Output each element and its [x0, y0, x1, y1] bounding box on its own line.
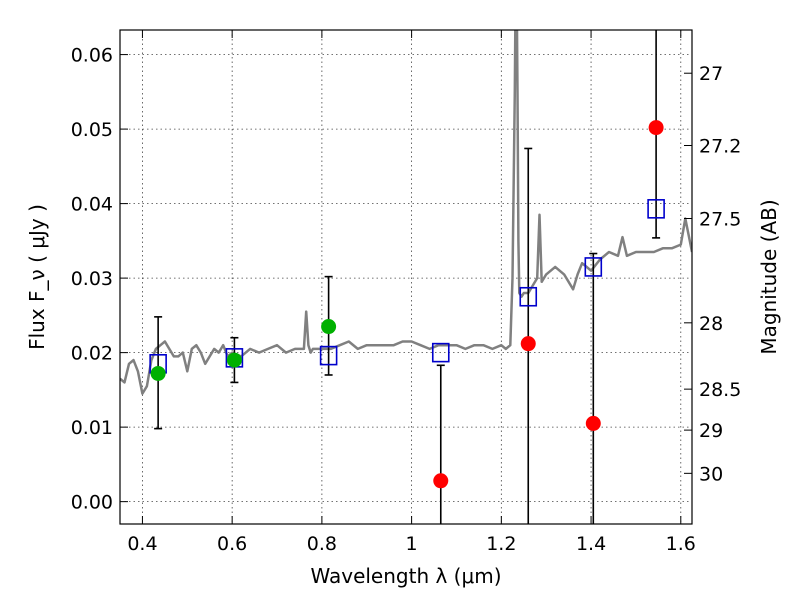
right-tick-label: 30	[699, 463, 723, 485]
x-tick-label: 1.4	[576, 533, 606, 555]
observed-point	[648, 120, 664, 136]
axis-ticks: 0.4 0.6 0.8 1 1.2 1.4 1.6 0.00 0.01 0.02 0.03 0.04 0…	[71, 30, 741, 555]
x-tick-label: 0.8	[307, 533, 337, 555]
plot-frame	[119, 29, 693, 525]
observed-point	[150, 365, 166, 381]
model-point	[519, 286, 538, 307]
spectrum-line	[120, 30, 692, 395]
grid	[120, 30, 692, 524]
right-tick-label: 27.2	[699, 135, 741, 157]
x-axis-title: Wavelength λ (μm)	[310, 564, 501, 588]
plot-data	[120, 30, 692, 524]
observed-point	[226, 352, 242, 368]
x-tick-label: 0.6	[217, 533, 247, 555]
model-point	[584, 257, 603, 277]
y-tick-label: 0.01	[71, 417, 113, 439]
right-tick-label: 27.5	[699, 209, 741, 231]
observed-point	[433, 473, 449, 489]
y-tick-label: 0.04	[71, 194, 113, 216]
x-tick-label: 0.4	[127, 533, 157, 555]
observed-point	[520, 336, 536, 352]
observed-point	[321, 319, 337, 335]
y-tick-label: 0.02	[71, 343, 113, 365]
y-tick-label: 0.05	[71, 119, 113, 141]
x-tick-label: 1.2	[486, 533, 516, 555]
model-point	[647, 199, 665, 219]
right-tick-label: 28.5	[699, 379, 741, 401]
y-tick-label: 0.06	[71, 45, 113, 67]
y-tick-label: 0.00	[71, 492, 113, 514]
x-tick-label: 1	[406, 533, 418, 555]
y-tick-label: 0.03	[71, 268, 113, 290]
right-tick-label: 29	[699, 420, 723, 442]
model-point	[319, 345, 338, 366]
right-axis-title: Magnitude (AB)	[757, 199, 781, 354]
model-point	[431, 342, 450, 363]
right-tick-label: 28	[699, 313, 723, 335]
observed-point	[585, 415, 601, 431]
y-axis-title: Flux F_ν ( μJy )	[25, 204, 49, 350]
x-tick-label: 1.6	[666, 533, 696, 555]
right-tick-label: 27	[699, 63, 723, 85]
